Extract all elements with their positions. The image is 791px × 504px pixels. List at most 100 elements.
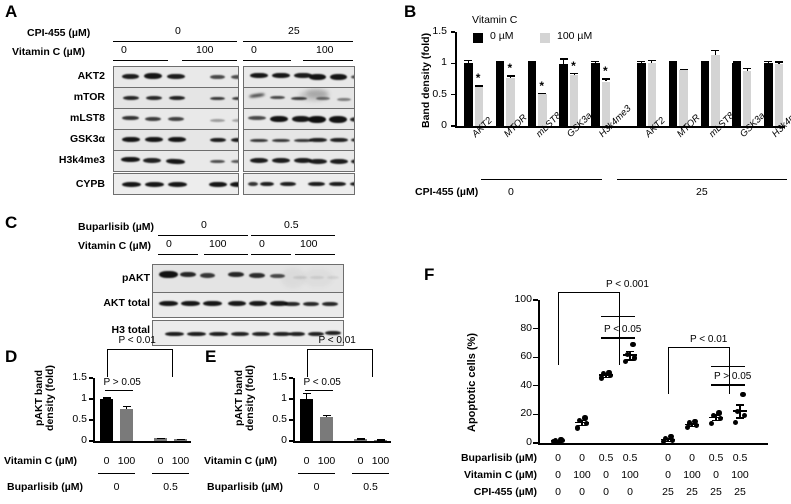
panelD-label-vitaminc: Vitamin C (µM) — [4, 455, 77, 467]
blot-band — [327, 276, 339, 279]
panelB-significance-star: * — [507, 61, 513, 76]
panelD-vitc-value: 100 — [171, 455, 190, 467]
blot-band — [325, 331, 341, 335]
panelD-errorbar-cap — [156, 437, 165, 439]
blot-box — [243, 129, 355, 151]
panelF-data-point — [708, 421, 715, 427]
panelB-y-tick-label: 1 — [441, 56, 447, 69]
blot-band — [308, 116, 326, 123]
blot-band — [248, 92, 266, 99]
blot-box — [243, 108, 355, 130]
blot-band — [143, 158, 161, 163]
panelB-x-axis — [455, 126, 785, 128]
blot-band — [351, 159, 354, 164]
panelF-pvalue-3: P < 0.01 — [690, 334, 728, 346]
blot-band — [294, 73, 312, 78]
panelF-vitaminc-value: 100 — [621, 469, 639, 481]
panelB-bar — [495, 63, 505, 126]
panelF-data-point — [668, 433, 674, 440]
panelF-cpi455-value: 0 — [579, 486, 585, 498]
panelC-vitc-group-4: 100 — [300, 238, 318, 250]
panelC-row-label-akt-total: AKT total — [103, 297, 150, 309]
panelB-bar — [506, 77, 515, 126]
panelA-label-cpi455: CPI-455 (µM) — [27, 27, 91, 39]
panelD-pvalue-inner: P > 0.05 — [103, 376, 141, 388]
blot-band — [337, 98, 351, 101]
panel-letter-d: D — [5, 347, 18, 366]
blot-band — [270, 274, 285, 278]
blot-band — [230, 182, 238, 187]
panelB-errorbar — [563, 58, 565, 64]
panelE-bracket-inner — [304, 389, 333, 392]
blot-band — [210, 75, 225, 79]
panelD-x-axis — [93, 441, 191, 443]
panelB-bar — [569, 75, 579, 126]
panelB-errorbar-cap — [774, 61, 783, 63]
panelB-legend-label-1: 100 µM — [557, 30, 593, 42]
panelF-errorbar — [739, 404, 741, 418]
panelF-pvalue-2: P < 0.05 — [604, 324, 642, 336]
panelF-cpi455-value: 25 — [710, 486, 722, 498]
panelC-vitc-group-1: 0 — [166, 238, 172, 250]
blot-box — [243, 173, 355, 195]
panelE-y-axis-title: pAKT band density (fold) — [233, 365, 256, 431]
panelE-y-tick — [289, 398, 293, 400]
panelD-bup-value-0: 0 — [113, 481, 120, 493]
panelD-y-tick-label: 0 — [81, 434, 87, 446]
panelF-cpi455-value: 0 — [603, 486, 609, 498]
panelB-errorbar — [605, 78, 607, 82]
blot-band — [329, 182, 346, 187]
panelE-errorbar-cap — [356, 438, 365, 440]
panelE-vitc-value: 0 — [357, 455, 364, 467]
panelD-rule-bup-05 — [152, 473, 189, 475]
panelF-y-tick-label: 0 — [526, 436, 532, 448]
panelB-bar — [742, 71, 752, 126]
panelB-bar — [647, 63, 656, 126]
panelB-bar — [668, 62, 678, 126]
panelF-bracket-1-base — [601, 315, 635, 318]
panelD-y-tick-label: 0.5 — [72, 413, 87, 425]
panelB-legend-title: Vitamin C — [472, 14, 518, 26]
panelB-bar — [538, 94, 547, 126]
panelF-data-point — [732, 419, 739, 425]
panelB-significance-star: * — [475, 71, 481, 86]
panelC-rule-bup-0 — [158, 235, 248, 237]
blot-band — [351, 138, 354, 142]
panelD-errorbar-cap — [102, 397, 111, 399]
panelA-rule-vitc-4 — [303, 60, 353, 62]
blot-box — [113, 173, 239, 195]
panelF-errorbar — [691, 422, 693, 426]
panelE-x-axis — [293, 441, 391, 443]
panelF-data-point — [574, 425, 581, 431]
panelF-errorbar-cap-bottom — [626, 359, 634, 361]
panelF-buparlisib-value: 0.5 — [732, 452, 748, 464]
blot-band — [231, 160, 238, 164]
panel-letter-a: A — [5, 2, 18, 21]
blot-background-smear — [281, 268, 305, 288]
panelF-data-point — [606, 369, 612, 375]
blot-band — [203, 301, 222, 306]
panelF-data-point — [583, 421, 590, 427]
panelF-plot-area: 0 20 40 60 80 100 P < 0.001 P < 0.05 P < 0.01 P >… — [514, 279, 768, 448]
panelF-y-tick — [533, 327, 538, 330]
panelF-buparlisib-value: 0.5 — [708, 452, 724, 464]
panelD-bar — [154, 438, 167, 441]
blot-box — [113, 150, 239, 172]
panelE-pvalue-inner: P < 0.05 — [303, 376, 341, 388]
panelF-errorbar-cap-top — [712, 414, 720, 416]
panelF-y-tick — [533, 413, 538, 416]
panelF-y-tick — [533, 442, 538, 444]
panelC-bup-group-0: 0 — [201, 219, 207, 231]
panelF-pvalue-1: P < 0.001 — [606, 279, 649, 290]
panelB-errorbar-cap — [496, 61, 505, 63]
blot-band — [308, 182, 325, 187]
panelD-pvalue-outer: P < 0.01 — [118, 335, 156, 346]
panelB-bar — [637, 63, 646, 126]
panelB-y-tick — [451, 31, 455, 33]
panelF-y-tick — [533, 356, 538, 358]
panelD-vitc-value: 0 — [103, 455, 110, 467]
blot-band — [209, 332, 228, 336]
panelB-bottom-group-0: 0 — [508, 186, 514, 198]
blot-background-smear — [306, 89, 328, 98]
blot-band — [122, 116, 139, 120]
